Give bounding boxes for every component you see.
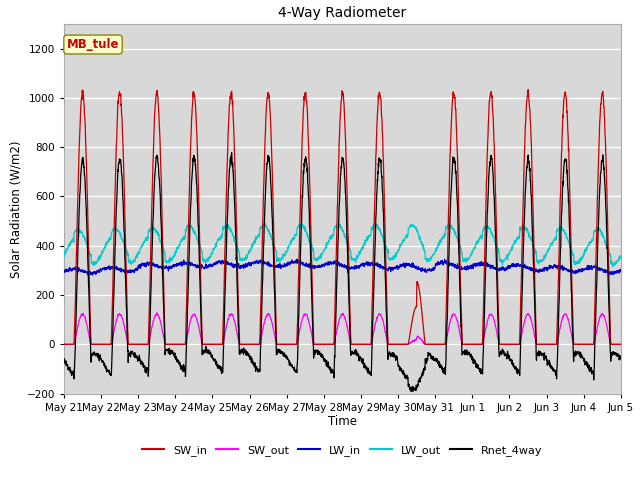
X-axis label: Time: Time (328, 415, 357, 429)
Text: MB_tule: MB_tule (67, 38, 119, 51)
Legend: SW_in, SW_out, LW_in, LW_out, Rnet_4way: SW_in, SW_out, LW_in, LW_out, Rnet_4way (138, 440, 547, 460)
Y-axis label: Solar Radiation (W/m2): Solar Radiation (W/m2) (10, 140, 22, 277)
Title: 4-Way Radiometer: 4-Way Radiometer (278, 6, 406, 20)
